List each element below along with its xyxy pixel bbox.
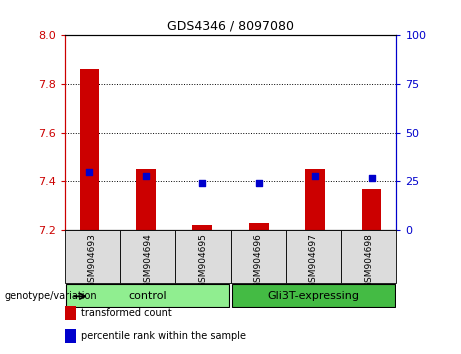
Text: control: control xyxy=(128,291,167,301)
Text: GSM904695: GSM904695 xyxy=(198,233,207,288)
Point xyxy=(86,169,93,175)
Bar xyxy=(136,169,156,230)
Bar xyxy=(80,69,100,230)
Text: Gli3T-expressing: Gli3T-expressing xyxy=(267,291,360,301)
Bar xyxy=(361,189,381,230)
Bar xyxy=(65,306,76,320)
FancyBboxPatch shape xyxy=(120,230,175,283)
Bar xyxy=(192,225,212,230)
Text: transformed count: transformed count xyxy=(81,308,171,318)
FancyBboxPatch shape xyxy=(286,230,341,283)
Text: genotype/variation: genotype/variation xyxy=(5,291,97,301)
Text: GSM904693: GSM904693 xyxy=(88,233,97,288)
Text: GSM904696: GSM904696 xyxy=(254,233,263,288)
Bar xyxy=(65,329,76,343)
Bar xyxy=(305,169,325,230)
Point xyxy=(368,175,375,180)
FancyBboxPatch shape xyxy=(231,285,396,307)
Point xyxy=(142,173,149,178)
FancyBboxPatch shape xyxy=(65,230,120,283)
Text: percentile rank within the sample: percentile rank within the sample xyxy=(81,331,246,341)
FancyBboxPatch shape xyxy=(230,230,286,283)
FancyBboxPatch shape xyxy=(65,285,230,307)
Text: GSM904697: GSM904697 xyxy=(309,233,318,288)
FancyBboxPatch shape xyxy=(341,230,396,283)
Text: GSM904694: GSM904694 xyxy=(143,233,152,287)
Text: GSM904698: GSM904698 xyxy=(364,233,373,288)
Point xyxy=(255,181,262,186)
Point xyxy=(199,181,206,186)
Point xyxy=(312,173,319,178)
FancyBboxPatch shape xyxy=(175,230,230,283)
Bar xyxy=(249,223,269,230)
Title: GDS4346 / 8097080: GDS4346 / 8097080 xyxy=(167,20,294,33)
